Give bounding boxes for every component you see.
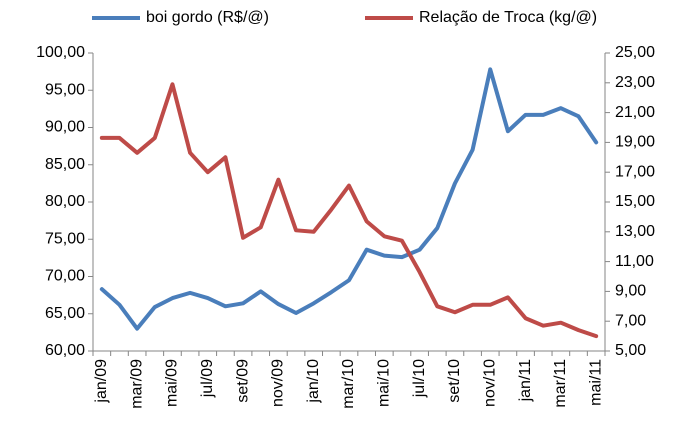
- y2-tick-label: 5,00: [615, 342, 646, 359]
- x-tick-label: nov/10: [481, 359, 498, 407]
- y-tick-label: 60,00: [45, 342, 85, 359]
- series-line: [99, 67, 599, 331]
- y2-tick-label: 15,00: [615, 193, 655, 210]
- y2-tick-label: 7,00: [615, 312, 646, 329]
- y2-tick-label: 17,00: [615, 163, 655, 180]
- x-tick-label: jul/09: [199, 359, 216, 398]
- x-tick-label: jul/10: [411, 359, 428, 398]
- y2-tick-label: 9,00: [615, 283, 646, 300]
- series-line: [99, 82, 599, 339]
- x-tick-label: mar/10: [340, 359, 357, 409]
- y-tick-label: 90,00: [45, 119, 85, 136]
- y-tick-label: 80,00: [45, 193, 85, 210]
- y2-tick-label: 13,00: [615, 223, 655, 240]
- y-tick-label: 100,00: [36, 44, 85, 61]
- y-tick-label: 85,00: [45, 156, 85, 173]
- x-tick-label: mai/09: [164, 359, 181, 407]
- y2-tick-label: 11,00: [615, 253, 654, 270]
- x-tick-label: mai/11: [587, 359, 604, 406]
- y2-tick-label: 23,00: [615, 74, 655, 91]
- x-tick-label: set/09: [234, 359, 251, 403]
- x-tick-label: mai/10: [376, 359, 393, 407]
- y-tick-label: 70,00: [45, 268, 85, 285]
- x-tick-label: jan/09: [93, 359, 110, 404]
- legend-label: boi gordo (R$/@): [146, 9, 269, 26]
- y2-tick-label: 19,00: [615, 134, 655, 151]
- y-tick-label: 65,00: [45, 305, 85, 322]
- x-tick-label: jan/11: [517, 359, 534, 403]
- legend-label: Relação de Troca (kg/@): [419, 9, 597, 26]
- x-tick-label: mar/09: [128, 359, 145, 409]
- x-tick-label: nov/09: [270, 359, 287, 407]
- y2-tick-label: 21,00: [615, 104, 655, 121]
- x-tick-label: mar/11: [552, 359, 569, 408]
- x-tick-label: set/10: [446, 359, 463, 403]
- y-tick-label: 75,00: [45, 230, 85, 247]
- x-tick-label: jan/10: [305, 359, 322, 404]
- y-tick-label: 95,00: [45, 81, 85, 98]
- y2-tick-label: 25,00: [615, 44, 655, 61]
